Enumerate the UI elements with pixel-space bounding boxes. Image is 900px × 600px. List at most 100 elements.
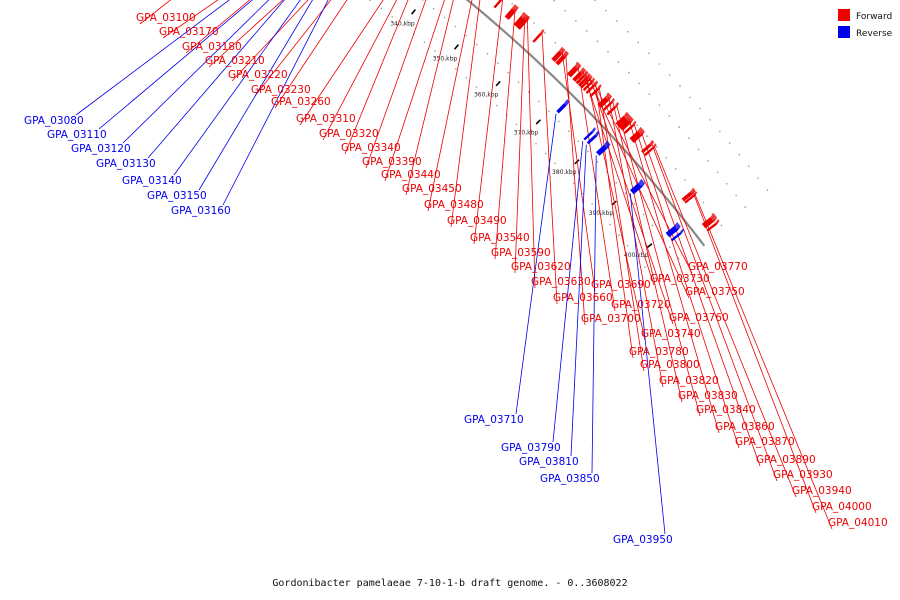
- forward-gene: [582, 77, 596, 91]
- backbone-dots: [369, 0, 769, 279]
- forward-gene: [551, 46, 566, 62]
- forward-gene-leader: [692, 191, 817, 514]
- forward-gene: [580, 75, 593, 89]
- forward-gene: [585, 80, 599, 94]
- forward-gene-label: GPA_03690: [591, 279, 651, 291]
- reverse-gene: [586, 130, 600, 145]
- legend: Forward Reverse: [838, 9, 893, 39]
- forward-gene-label: GPA_03730: [650, 273, 710, 285]
- forward-gene: [589, 84, 602, 98]
- forward-gene-leader: [162, 0, 219, 39]
- scale-tick: [411, 8, 416, 15]
- scale-tick: [495, 80, 501, 87]
- reverse-gene-leader: [122, 0, 270, 144]
- forward-gene-label: GPA_03260: [271, 96, 331, 108]
- reverse-gene-leader: [222, 0, 329, 206]
- forward-gene-label: GPA_03860: [715, 421, 775, 433]
- forward-gene-leader: [633, 124, 740, 449]
- genome-caption: Gordonibacter pamelaeae 7-10-1-b draft g…: [272, 578, 627, 589]
- forward-gene: [602, 97, 616, 112]
- forward-gene-leader: [526, 19, 536, 289]
- forward-gene-label: GPA_03320: [319, 128, 379, 140]
- reverse-gene-label: GPA_03120: [71, 143, 131, 155]
- forward-gene-leader: [616, 105, 701, 417]
- reverse-gene-label: GPA_03850: [540, 473, 600, 485]
- forward-gene: [493, 0, 503, 9]
- forward-gene-leader: [541, 32, 558, 305]
- legend-reverse-swatch: [838, 26, 850, 38]
- forward-gene-label: GPA_03620: [511, 261, 571, 273]
- forward-gene-label: GPA_03830: [678, 390, 738, 402]
- legend-forward-label: Forward: [856, 12, 892, 22]
- reverse-gene-label: GPA_03810: [519, 456, 579, 468]
- genes: [493, 0, 720, 242]
- forward-gene-label: GPA_03210: [205, 55, 265, 67]
- forward-gene-leader: [384, 0, 445, 182]
- forward-gene-leader: [561, 50, 596, 292]
- forward-gene-label: GPA_03220: [228, 69, 288, 81]
- forward-gene: [578, 72, 591, 87]
- reverse-gene: [665, 221, 681, 238]
- scale-tick-label: 340 kbp: [390, 21, 415, 28]
- forward-gene: [597, 92, 613, 109]
- forward-gene: [623, 120, 637, 134]
- forward-gene-leader: [494, 8, 516, 260]
- forward-gene-leader: [694, 194, 833, 530]
- scale-tick: [611, 200, 617, 206]
- reverse-gene: [556, 99, 570, 114]
- reverse-gene-label: GPA_03110: [47, 129, 107, 141]
- gene-labels: GPA_03100 GPA_03170 GPA_03180 GPA_03210 GPA_…: [24, 12, 888, 546]
- reverse-gene-label: GPA_03150: [147, 190, 207, 202]
- forward-gene-label: GPA_03540: [470, 232, 530, 244]
- forward-gene-label: GPA_03870: [735, 436, 795, 448]
- forward-gene: [641, 139, 655, 154]
- scale-tick-label: 360 kbp: [474, 92, 499, 99]
- forward-gene-label: GPA_03340: [341, 142, 401, 154]
- reverse-gene-leader: [98, 0, 253, 130]
- forward-gene-leader: [427, 0, 473, 212]
- reverse-gene-leader: [75, 0, 230, 116]
- forward-gene: [706, 218, 720, 232]
- forward-gene: [629, 126, 645, 143]
- forward-gene: [606, 102, 620, 116]
- scale-tick-label: 350 kbp: [433, 55, 458, 62]
- reverse-gene-leader: [198, 0, 313, 191]
- forward-gene-label: GPA_03780: [629, 346, 689, 358]
- forward-gene-label: GPA_03890: [756, 454, 816, 466]
- forward-gene-leader: [654, 146, 797, 498]
- legend-forward-swatch: [838, 9, 850, 21]
- forward-gene-label: GPA_03740: [641, 328, 701, 340]
- scale-tick-label: 380 kbp: [552, 169, 577, 176]
- forward-gene-leader: [322, 0, 398, 141]
- forward-gene-label: GPA_03720: [611, 299, 671, 311]
- forward-gene-label: GPA_03660: [553, 292, 613, 304]
- forward-gene-leader: [628, 118, 720, 434]
- forward-gene: [681, 187, 696, 202]
- forward-gene-leader: [612, 101, 683, 403]
- genome-backbone: [465, 0, 706, 247]
- reverse-gene-label: GPA_03140: [122, 175, 182, 187]
- forward-gene-leader: [651, 143, 778, 482]
- forward-gene-label: GPA_03450: [402, 183, 462, 195]
- forward-gene: [517, 15, 531, 30]
- forward-gene-label: GPA_04010: [828, 517, 888, 529]
- forward-gene-label: GPA_03930: [773, 469, 833, 481]
- forward-gene: [572, 67, 586, 82]
- forward-gene-label: GPA_03630: [531, 276, 591, 288]
- reverse-gene: [595, 140, 611, 156]
- forward-gene-leader: [473, 0, 503, 245]
- forward-gene-leader: [254, 0, 332, 97]
- forward-gene: [504, 4, 519, 20]
- forward-gene-leader: [365, 0, 427, 169]
- scale-tick-label: 390 kbp: [589, 210, 614, 217]
- forward-gene-leader: [299, 0, 384, 126]
- reverse-gene-label: GPA_03160: [171, 205, 231, 217]
- reverse-gene-leader: [147, 0, 285, 159]
- forward-gene-leader: [514, 16, 526, 274]
- reverse-gene-leader: [591, 155, 597, 474]
- scale-tick: [535, 119, 541, 125]
- reverse-gene: [629, 178, 645, 195]
- reverse-gene-leader: [570, 144, 587, 457]
- forward-gene-label: GPA_03750: [685, 286, 745, 298]
- forward-gene-label: GPA_03390: [362, 156, 422, 168]
